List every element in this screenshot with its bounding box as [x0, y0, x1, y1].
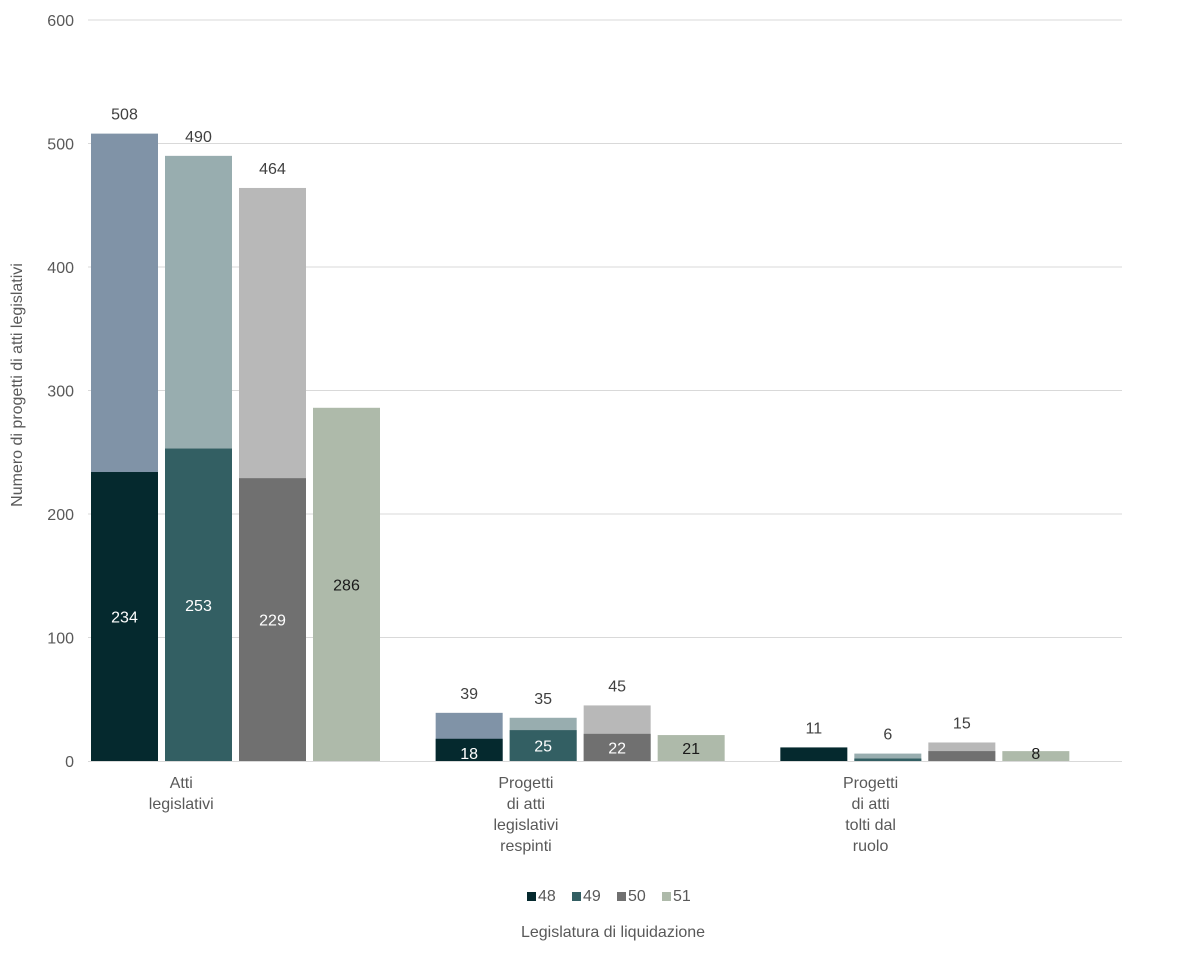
y-tick-label: 300 — [47, 384, 74, 401]
x-tick-label: legislativi — [493, 817, 558, 834]
data-labels: 508 234 490 253 464 229 286 39 18 35 25 45 22 21 11 6 15… — [111, 107, 1040, 763]
data-label-base: 21 — [682, 741, 700, 758]
legend-label: 51 — [673, 888, 691, 905]
x-axis: Atti legislativi Progetti di atti legislativ… — [88, 761, 1122, 855]
x-tick-label: Progetti — [498, 775, 553, 792]
bar-base — [239, 478, 306, 761]
y-axis: 0 100 200 300 400 500 600 — [47, 13, 74, 771]
x-tick-label: di atti — [507, 796, 545, 813]
data-label-total: 6 — [883, 727, 892, 744]
data-label-base: 18 — [460, 746, 478, 763]
x-axis-title: Legislatura di liquidazione — [521, 924, 705, 941]
x-tick-label: di atti — [851, 796, 889, 813]
legend-swatch — [527, 892, 536, 901]
data-label-total: 35 — [534, 691, 552, 708]
data-label-base: 229 — [259, 613, 286, 630]
bar-base — [928, 751, 996, 761]
bar-base — [435, 738, 503, 761]
data-label-total: 45 — [608, 678, 626, 695]
x-tick-label: tolti dal — [845, 817, 896, 834]
legend-label: 49 — [583, 888, 601, 905]
bar-base — [165, 448, 232, 761]
data-label-base: 234 — [111, 610, 138, 627]
y-axis-title: Numero di progetti di atti legislativi — [9, 263, 26, 507]
data-label-base: 22 — [608, 740, 626, 757]
legend: 48 49 50 51 — [527, 888, 691, 905]
y-tick-label: 600 — [47, 13, 74, 30]
x-tick-label: Atti — [170, 775, 193, 792]
data-label-total: 11 — [806, 720, 823, 737]
data-label-total: 39 — [460, 686, 478, 703]
data-label-base: 8 — [1031, 746, 1040, 763]
bar-total — [854, 753, 922, 761]
data-label-total: 508 — [111, 107, 138, 124]
x-tick-label: respinti — [500, 838, 552, 855]
bar-base — [854, 758, 922, 761]
data-label-base: 253 — [185, 598, 212, 615]
legend-swatch — [617, 892, 626, 901]
legend-label: 48 — [538, 888, 556, 905]
bar-base — [313, 407, 380, 761]
data-label-total: 464 — [259, 161, 286, 178]
bar-base — [509, 730, 577, 761]
data-label-total: 15 — [953, 715, 971, 732]
y-tick-label: 200 — [47, 507, 74, 524]
y-tick-label: 400 — [47, 260, 74, 277]
bars — [91, 133, 1070, 762]
y-tick-label: 0 — [65, 754, 74, 771]
x-tick-label: legislativi — [149, 796, 214, 813]
legend-swatch — [662, 892, 671, 901]
data-label-total: 490 — [185, 129, 212, 146]
bar-base — [1002, 751, 1070, 761]
y-tick-label: 500 — [47, 137, 74, 154]
bar-base — [780, 747, 848, 761]
x-tick-label: ruolo — [853, 838, 889, 855]
bar-base — [91, 472, 158, 761]
legend-label: 50 — [628, 888, 646, 905]
bar-base — [583, 733, 651, 761]
data-label-base: 286 — [333, 577, 360, 594]
data-label-base: 25 — [534, 739, 552, 756]
bar-base — [657, 735, 725, 761]
y-tick-label: 100 — [47, 631, 74, 648]
x-tick-label: Progetti — [843, 775, 898, 792]
legend-swatch — [572, 892, 581, 901]
